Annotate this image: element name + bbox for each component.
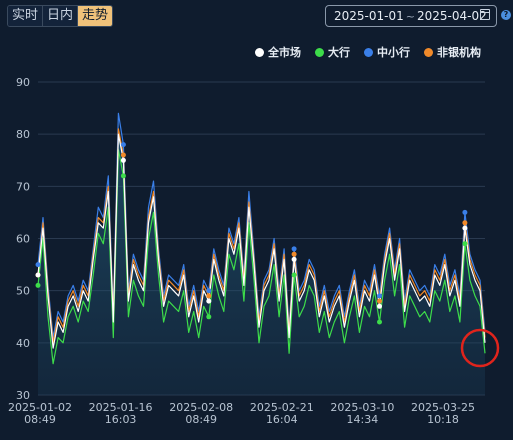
x-tick-date: 2025-03-10 bbox=[330, 401, 394, 414]
x-tick-time: 10:18 bbox=[427, 413, 459, 426]
legend-item-nonbank[interactable]: 非银机构 bbox=[424, 44, 481, 60]
y-tick-label: 60 bbox=[16, 233, 30, 246]
x-tick-date: 2025-02-21 bbox=[250, 401, 314, 414]
series-point-0 bbox=[377, 303, 382, 309]
series-point-3 bbox=[377, 298, 382, 304]
tab-trend[interactable]: 走势 bbox=[78, 6, 113, 26]
legend-label-all: 全市场 bbox=[268, 46, 301, 59]
legend-label-big-banks: 大行 bbox=[328, 46, 350, 59]
series-point-0 bbox=[291, 256, 297, 262]
legend-label-small-banks: 中小行 bbox=[377, 46, 410, 59]
x-tick-date: 2025-02-08 bbox=[169, 401, 233, 414]
series-point-0 bbox=[120, 157, 126, 163]
y-tick-label: 90 bbox=[16, 76, 30, 89]
series-point-2 bbox=[35, 262, 41, 268]
date-range-picker[interactable]: 2025-01-01 ~ 2025-04-02 bbox=[325, 5, 497, 27]
series-point-0 bbox=[462, 225, 468, 231]
x-tick-time: 16:04 bbox=[266, 413, 298, 426]
series-point-1 bbox=[462, 241, 468, 247]
area-fill-all bbox=[38, 134, 485, 395]
series-point-1 bbox=[377, 319, 382, 325]
help-icon[interactable]: ? bbox=[501, 10, 511, 20]
chart-legend: 全市场 大行 中小行 非银机构 bbox=[255, 44, 481, 60]
legend-dot-small-banks bbox=[364, 47, 373, 57]
x-tick-time: 08:49 bbox=[24, 413, 56, 426]
tab-realtime[interactable]: 实时 bbox=[8, 6, 44, 26]
series-point-0 bbox=[35, 272, 41, 278]
series-point-3 bbox=[206, 293, 212, 299]
legend-dot-all bbox=[255, 47, 264, 57]
series-point-2 bbox=[120, 142, 126, 148]
series-point-1 bbox=[291, 272, 297, 278]
x-tick-time: 08:49 bbox=[185, 413, 217, 426]
series-point-2 bbox=[462, 209, 468, 215]
x-tick-date: 2025-01-02 bbox=[8, 401, 72, 414]
calendar-icon[interactable] bbox=[480, 9, 490, 20]
legend-dot-big-banks bbox=[315, 47, 324, 57]
series-point-3 bbox=[462, 220, 468, 226]
date-range-separator: ~ bbox=[405, 9, 415, 23]
x-tick-time: 16:03 bbox=[105, 413, 137, 426]
y-tick-label: 80 bbox=[16, 128, 30, 141]
legend-dot-nonbank bbox=[424, 47, 433, 57]
x-tick-time: 14:34 bbox=[347, 413, 379, 426]
legend-label-nonbank: 非银机构 bbox=[437, 46, 481, 59]
highlight-circle bbox=[460, 328, 500, 368]
series-point-2 bbox=[206, 288, 212, 294]
y-tick-label: 50 bbox=[16, 285, 30, 298]
y-tick-label: 30 bbox=[16, 389, 30, 402]
legend-item-all[interactable]: 全市场 bbox=[255, 44, 301, 60]
series-line-0 bbox=[37, 133, 486, 349]
legend-item-small-banks[interactable]: 中小行 bbox=[364, 44, 410, 60]
x-tick-date: 2025-01-16 bbox=[89, 401, 153, 414]
series-point-3 bbox=[291, 251, 297, 257]
start-date[interactable]: 2025-01-01 bbox=[334, 9, 404, 23]
series-point-0 bbox=[206, 298, 212, 304]
series-point-1 bbox=[206, 314, 212, 320]
x-tick-date: 2025-03-25 bbox=[411, 401, 475, 414]
y-tick-label: 70 bbox=[16, 180, 30, 193]
tab-intraday[interactable]: 日内 bbox=[43, 6, 79, 26]
y-tick-label: 40 bbox=[16, 337, 30, 350]
series-point-2 bbox=[377, 293, 382, 299]
end-date[interactable]: 2025-04-02 bbox=[416, 9, 487, 23]
series-point-1 bbox=[35, 282, 41, 288]
series-point-1 bbox=[120, 173, 126, 179]
series-point-3 bbox=[120, 152, 126, 158]
legend-item-big-banks[interactable]: 大行 bbox=[315, 44, 350, 60]
series-point-2 bbox=[291, 246, 297, 252]
view-tabs: 实时 日内 走势 bbox=[7, 5, 114, 27]
